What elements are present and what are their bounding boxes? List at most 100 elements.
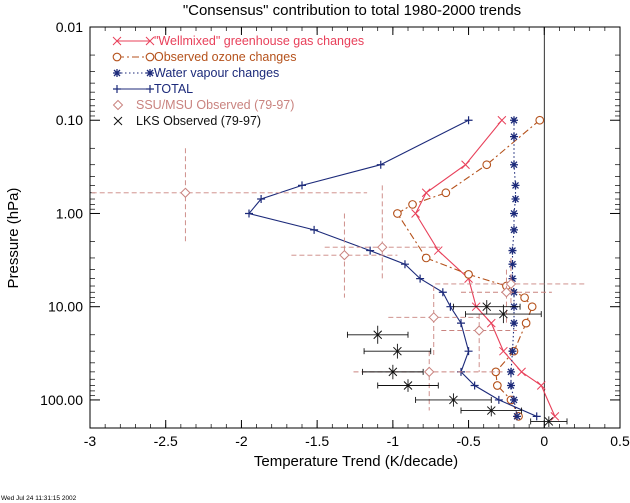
data-point (408, 200, 417, 209)
legend-item-3: TOTAL (113, 82, 193, 96)
legend-label: LKS Observed (79-97) (136, 114, 261, 128)
x-tick-label: -2.5 (154, 433, 178, 449)
data-point (497, 115, 507, 125)
data-point (521, 318, 531, 328)
data-point (257, 195, 266, 204)
data-point (461, 160, 470, 170)
data-point (310, 225, 319, 234)
data-point (527, 302, 537, 312)
data-point (393, 346, 402, 356)
legend-item-5: LKS Observed (79-97) (113, 114, 261, 128)
data-point (508, 246, 517, 255)
legend-label: SSU/MSU Observed (79-97) (136, 98, 294, 112)
data-point (421, 188, 431, 198)
series-5 (346, 300, 568, 427)
timestamp: Wed Jul 24 11:31:15 2002 (1, 495, 77, 502)
x-tick-label: -2 (235, 433, 248, 449)
data-point (499, 309, 508, 319)
legend-marker (113, 116, 123, 126)
y-tick-label: 0.01 (56, 19, 83, 35)
data-point (506, 381, 515, 390)
data-point (449, 395, 458, 405)
x-axis-label: Temperature Trend (K/decade) (254, 453, 458, 470)
data-point (510, 160, 518, 169)
data-point (520, 293, 529, 303)
legend-item-1: Observed ozone changes (112, 50, 296, 64)
data-point (428, 312, 439, 323)
legend-marker (112, 52, 122, 62)
chart-title: "Consensus" contribution to total 1980-2… (183, 2, 521, 19)
data-point (510, 225, 518, 234)
data-point (544, 417, 554, 426)
legend-marker (145, 52, 155, 62)
data-point (532, 412, 541, 421)
data-point (510, 209, 518, 218)
data-point (373, 330, 383, 340)
data-point (464, 116, 473, 125)
data-point (510, 319, 518, 328)
data-point (486, 406, 496, 415)
y-tick-label: 1.00 (56, 205, 83, 221)
data-point (473, 325, 485, 336)
data-point (482, 302, 492, 312)
data-point (245, 209, 253, 218)
x-tick-label: -0.5 (457, 433, 481, 449)
data-point (510, 116, 518, 125)
legend-marker (112, 36, 122, 46)
x-tick-label: -1 (387, 433, 400, 449)
data-point (464, 347, 473, 356)
data-point (411, 209, 420, 218)
legend-item-2: Water vapour changes (113, 66, 279, 80)
legend-label: Water vapour changes (154, 66, 279, 80)
data-point (499, 346, 508, 356)
data-point (511, 195, 520, 204)
data-point (298, 181, 306, 190)
data-point (536, 381, 546, 390)
data-point (433, 246, 443, 255)
data-point (513, 412, 522, 421)
series-3 (245, 116, 541, 421)
legend: "Wellmixed" greenhouse gas changes Observ… (112, 34, 364, 128)
data-point (505, 278, 517, 290)
data-point (510, 132, 518, 141)
data-point (494, 395, 503, 404)
data-point (457, 319, 465, 328)
x-tick-label: -3 (84, 433, 97, 449)
data-point (393, 209, 402, 218)
legend-label: "Wellmixed" greenhouse gas changes (154, 34, 364, 48)
data-point (535, 115, 545, 125)
legend-item-0: "Wellmixed" greenhouse gas changes (112, 34, 364, 48)
data-point (464, 270, 473, 279)
data-point (486, 318, 496, 328)
data-point (506, 367, 515, 376)
data-point (510, 395, 518, 404)
data-point (416, 274, 425, 283)
y-tick-label: 10.00 (48, 299, 83, 315)
legend-marker (112, 99, 124, 111)
data-series (90, 115, 587, 427)
data-point (511, 181, 520, 190)
data-point (366, 246, 375, 255)
y-axis-label: Pressure (hPa) (5, 188, 22, 289)
data-point (492, 381, 502, 390)
legend-marker (146, 69, 154, 77)
x-tick-label: 0 (540, 433, 548, 449)
data-point (441, 188, 451, 198)
data-point (470, 381, 479, 390)
legend-marker (146, 85, 154, 93)
legend-marker (113, 85, 121, 93)
data-point (377, 241, 388, 253)
plot-frame (89, 26, 621, 429)
data-point (339, 249, 350, 261)
data-point (508, 274, 517, 283)
data-point (482, 160, 492, 170)
legend-item-4: SSU/MSU Observed (79-97) (112, 98, 294, 112)
x-tick-label: 0.5 (610, 433, 630, 449)
data-point (421, 253, 431, 263)
data-point (180, 187, 191, 198)
legend-label: Observed ozone changes (154, 50, 296, 64)
legend-marker (145, 36, 155, 46)
data-point (517, 367, 526, 377)
axes: -3 -2.5 -2 -1.5 -1 -0.5 0 0.5 0.01 0.10 1.00 10.00 1… (40, 19, 630, 449)
data-point (438, 288, 447, 297)
